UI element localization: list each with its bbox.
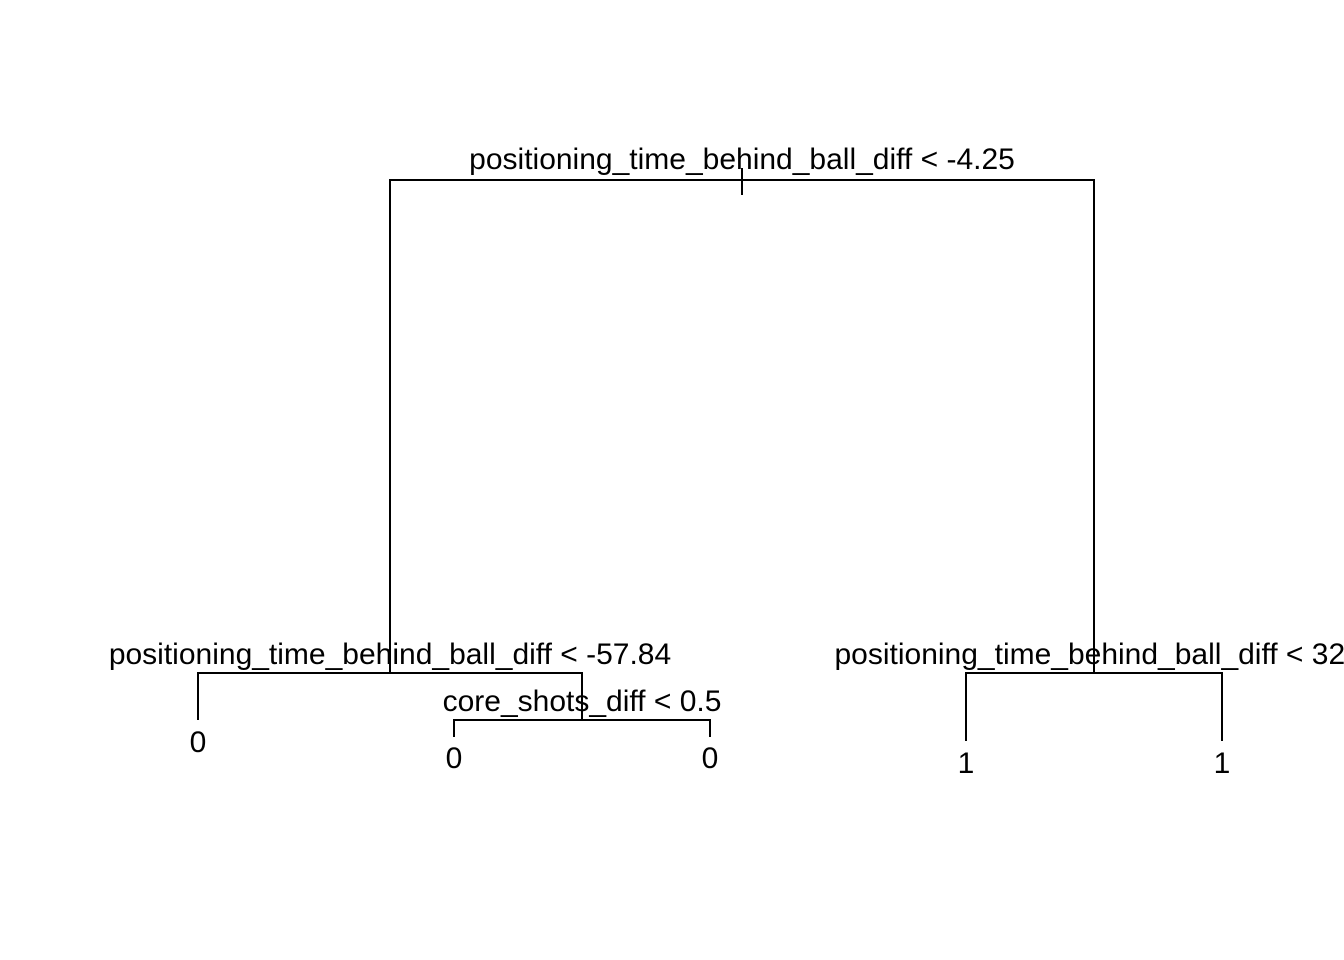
root-node: positioning_time_behind_ball_diff < -4.2… xyxy=(389,143,1095,673)
leaf-1: 0 xyxy=(190,726,207,759)
left-right-node: core_shots_diff < 0.5 xyxy=(443,685,722,737)
left-branch xyxy=(197,672,583,720)
leaf-4: 1 xyxy=(958,747,975,780)
right-split-label: positioning_time_behind_ball_diff < 32. xyxy=(834,638,1344,671)
leaf-5: 1 xyxy=(1214,747,1231,780)
leaf-2: 0 xyxy=(446,742,463,775)
root-branch xyxy=(389,179,1095,673)
leaf-3: 0 xyxy=(702,742,719,775)
left-right-branch xyxy=(453,719,711,737)
left-node: positioning_time_behind_ball_diff < -57.… xyxy=(109,638,671,720)
right-branch xyxy=(965,672,1223,741)
left-right-split-label: core_shots_diff < 0.5 xyxy=(443,685,722,718)
right-node: positioning_time_behind_ball_diff < 32. xyxy=(834,638,1344,741)
root-split-label: positioning_time_behind_ball_diff < -4.2… xyxy=(469,143,1015,176)
leaves: 0 0 0 1 1 xyxy=(190,726,1231,780)
left-split-label: positioning_time_behind_ball_diff < -57.… xyxy=(109,638,671,671)
